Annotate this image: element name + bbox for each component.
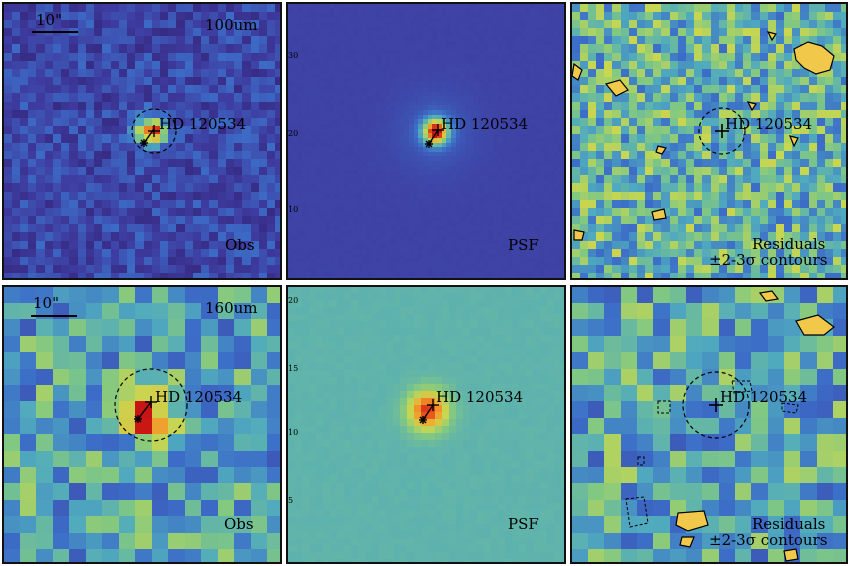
scale-bar-label: 10" xyxy=(36,11,62,29)
residuals-label: Residuals xyxy=(752,515,826,533)
corner-label: PSF xyxy=(508,515,539,533)
panel-160um-psf: HD 120534 PSF 20 15 10 5 xyxy=(286,285,566,564)
axis-tick-label: 10 xyxy=(288,205,299,214)
panel-100um-psf: HD 120534 PSF 30 20 10 xyxy=(286,2,566,280)
target-label: HD 120534 xyxy=(720,388,808,406)
aperture-ring xyxy=(698,107,746,155)
aperture-ring xyxy=(114,368,188,442)
panel-100um-residuals: HD 120534 Residuals ±2-3σ contours xyxy=(570,2,848,280)
wavelength-label: 160um xyxy=(205,299,258,317)
psf-160um-overlay xyxy=(419,399,439,424)
axis-tick-label: 30 xyxy=(288,51,299,60)
obs-160um-overlay xyxy=(114,368,188,442)
star-marker xyxy=(140,125,160,147)
negative-contours xyxy=(625,380,799,528)
target-label: HD 120534 xyxy=(441,115,529,133)
star-marker xyxy=(425,124,444,148)
panel-100um-obs: 10" 100um HD 120534 Obs xyxy=(2,2,282,280)
psf-160um-image xyxy=(288,287,564,562)
panel-160um-obs: 10" 160um HD 120534 Obs xyxy=(2,285,282,564)
obs-160um-image xyxy=(4,287,280,562)
psf-100um-overlay xyxy=(425,124,444,148)
corner-label: PSF xyxy=(508,236,539,254)
panel-160um-residuals: HD 120534 Residuals ±2-3σ contours xyxy=(570,285,848,564)
residuals-160um-image xyxy=(572,287,846,562)
scale-bar-label: 10" xyxy=(33,294,59,312)
residuals-160um-overlay xyxy=(625,290,835,562)
star-marker xyxy=(134,396,157,423)
axis-tick-label: 20 xyxy=(288,129,299,138)
residuals-label: Residuals xyxy=(752,235,826,253)
aperture-ring xyxy=(682,371,750,439)
target-label: HD 120534 xyxy=(436,388,524,406)
contours xyxy=(572,31,835,241)
star-marker xyxy=(709,398,723,412)
axis-tick-label: 20 xyxy=(288,296,299,305)
aperture-ring xyxy=(131,108,177,154)
axis-tick-label: 5 xyxy=(288,496,294,505)
target-label: HD 120534 xyxy=(159,115,247,133)
target-label: HD 120534 xyxy=(725,115,813,133)
corner-label: Obs xyxy=(225,236,255,254)
contours-label: ±2-3σ contours xyxy=(709,531,828,549)
star-marker xyxy=(419,399,439,424)
obs-100um-overlay xyxy=(131,108,177,154)
target-label: HD 120534 xyxy=(155,388,243,406)
wavelength-label: 100um xyxy=(205,16,258,34)
residuals-100um-overlay xyxy=(572,31,835,241)
contours xyxy=(675,290,835,562)
scale-bar xyxy=(31,315,77,317)
star-marker xyxy=(715,124,729,138)
axis-tick-label: 10 xyxy=(288,428,299,437)
corner-label: Obs xyxy=(224,515,254,533)
contours-label: ±2-3σ contours xyxy=(709,251,828,269)
scale-bar xyxy=(32,31,78,33)
axis-tick-label: 15 xyxy=(288,364,299,373)
